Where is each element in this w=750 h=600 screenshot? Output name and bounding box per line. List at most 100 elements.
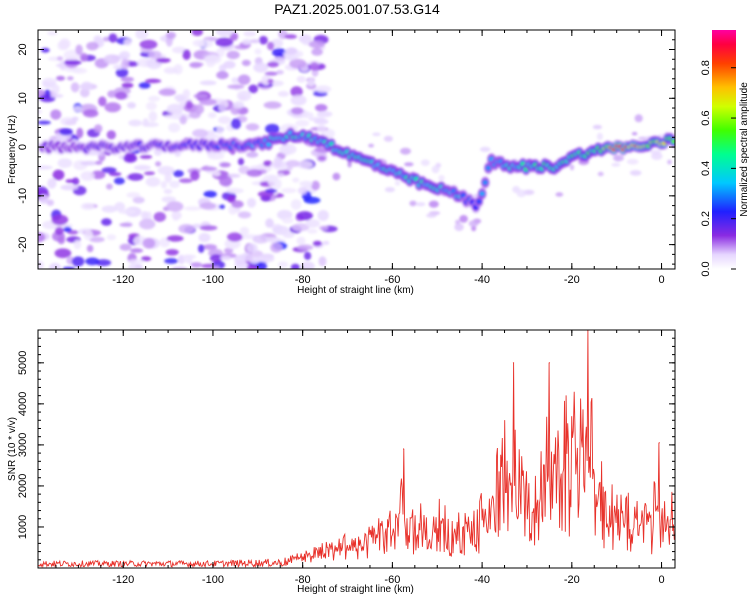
noise-blob: [215, 30, 234, 37]
noise-blob: [194, 104, 205, 115]
noise-blob: [299, 180, 313, 187]
top-plot-frame: [37, 29, 676, 270]
noise-blob: [249, 39, 260, 44]
noise-blob: [145, 78, 162, 84]
noise-blob: [139, 39, 158, 50]
noise-blob: [143, 171, 156, 176]
noise-blob: [86, 41, 99, 51]
y-tick-label: -20: [17, 237, 29, 253]
noise-blob: [89, 236, 105, 243]
noise-blob: [316, 110, 333, 118]
noise-blob: [189, 62, 202, 69]
ridge-blob: [479, 191, 485, 196]
noise-blob: [246, 169, 263, 177]
noise-blob: [182, 89, 191, 99]
noise-blob: [626, 158, 639, 165]
noise-blob: [95, 160, 103, 165]
noise-blob: [64, 66, 82, 73]
noise-blob: [227, 84, 245, 90]
x-tick-label: -60: [384, 274, 400, 286]
ridge-blob: [482, 180, 488, 185]
noise-blob: [291, 223, 310, 232]
noise-blob: [163, 67, 178, 74]
colorbar-tick-label: 0.8: [700, 60, 712, 75]
noise-blob: [322, 240, 330, 245]
noise-blob: [83, 109, 99, 118]
noise-blob: [157, 165, 175, 175]
noise-blob: [51, 84, 60, 94]
noise-blob: [70, 82, 80, 93]
snr-peak-point: [658, 442, 660, 444]
noise-blob: [243, 31, 257, 37]
noise-blob: [192, 39, 205, 47]
noise-blob: [128, 263, 143, 269]
noise-blob: [315, 85, 332, 93]
noise-blob: [80, 160, 98, 166]
noise-blob: [263, 160, 273, 167]
y-tick-label: 10: [17, 92, 29, 104]
noise-blob: [43, 78, 58, 83]
noise-blob: [404, 162, 414, 167]
noise-blob: [148, 50, 162, 59]
noise-blob: [372, 132, 381, 137]
snr-peak-point: [512, 362, 515, 364]
noise-blob: [471, 225, 477, 232]
noise-blob: [127, 259, 145, 265]
noise-blob: [94, 124, 103, 133]
noise-blob: [164, 172, 172, 183]
noise-blob: [106, 130, 117, 140]
noise-blob: [95, 259, 112, 267]
noise-blob: [57, 158, 73, 169]
noise-blob: [203, 190, 217, 198]
noise-blob: [168, 122, 181, 133]
noise-blob: [309, 61, 319, 71]
noise-blob: [254, 48, 262, 55]
noise-blob: [218, 116, 231, 124]
x-tick-label: -100: [202, 574, 224, 586]
noise-blob: [265, 123, 280, 134]
noise-blob: [47, 31, 58, 36]
noise-blob: [204, 54, 222, 65]
y-tick-label: 2000: [17, 474, 29, 498]
noise-blob: [52, 169, 65, 181]
noise-blob: [291, 107, 304, 115]
noise-blob: [237, 211, 252, 219]
noise-blob: [192, 129, 209, 138]
noise-blob: [145, 176, 161, 187]
noise-blob: [319, 225, 329, 231]
colorbar-tick-label: 0.6: [700, 110, 712, 125]
noise-blob: [368, 143, 374, 148]
noise-blob: [132, 196, 145, 204]
noise-blob: [121, 58, 130, 70]
noise-blob: [651, 152, 663, 160]
noise-blob: [120, 76, 134, 82]
noise-blob: [199, 98, 218, 106]
noise-blob: [300, 261, 315, 269]
snr-peak-point: [403, 448, 405, 450]
noise-blob: [38, 260, 44, 269]
noise-blob: [135, 30, 149, 40]
noise-blob: [106, 183, 113, 190]
colorbar-tick-label: 0.2: [700, 211, 712, 226]
x-tick-label: -20: [564, 574, 580, 586]
noise-blob: [130, 248, 144, 253]
noise-blob: [246, 151, 259, 158]
spectrogram-blobs: [38, 30, 675, 269]
colorbar: [712, 30, 736, 269]
noise-blob: [80, 202, 95, 210]
noise-blob: [296, 211, 313, 221]
y-tick-label: 4000: [17, 392, 29, 416]
noise-blob: [297, 186, 308, 195]
noise-blob: [479, 146, 491, 153]
noise-blob: [190, 170, 200, 181]
noise-blob: [224, 247, 234, 254]
noise-blob: [63, 226, 72, 233]
noise-blob: [56, 56, 64, 61]
noise-blob: [383, 135, 393, 142]
noise-blob: [264, 71, 278, 76]
noise-blob: [202, 244, 217, 250]
noise-blob: [119, 243, 132, 251]
y-axis-label: Frequency (Hz): [7, 115, 18, 184]
noise-blob: [285, 47, 298, 55]
noise-blob: [276, 70, 284, 75]
